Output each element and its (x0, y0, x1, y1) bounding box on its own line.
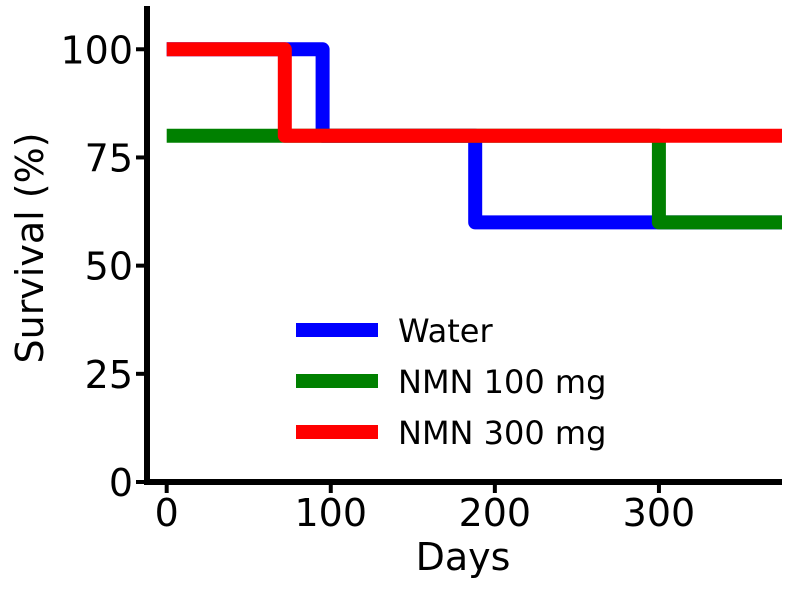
axes-layer (144, 6, 782, 485)
x-tick-label: 300 (623, 491, 696, 535)
legend-label-nmn-300-mg: NMN 300 mg (398, 414, 606, 452)
y-tick-label: 0 (109, 461, 133, 505)
y-axis-title: Survival (%) (8, 132, 52, 363)
series-layer (166, 42, 782, 230)
x-tick-label: 100 (295, 491, 368, 535)
y-tick-label: 50 (85, 245, 133, 289)
legend-label-nmn-100-mg: NMN 100 mg (398, 363, 606, 401)
series-line-nmn-300-mg (166, 42, 782, 143)
x-tick-label: 0 (155, 491, 179, 535)
x-axis-title: Days (416, 535, 511, 579)
legend-label-water: Water (398, 312, 493, 350)
y-tick-label: 75 (85, 136, 133, 180)
ticks-layer: 0 100 200 300 0 25 50 75 100 (60, 28, 695, 535)
legend: Water NMN 100 mg NMN 300 mg (296, 312, 606, 452)
y-tick-label: 100 (60, 28, 133, 72)
y-tick-label: 25 (85, 353, 133, 397)
x-tick-label: 200 (459, 491, 532, 535)
